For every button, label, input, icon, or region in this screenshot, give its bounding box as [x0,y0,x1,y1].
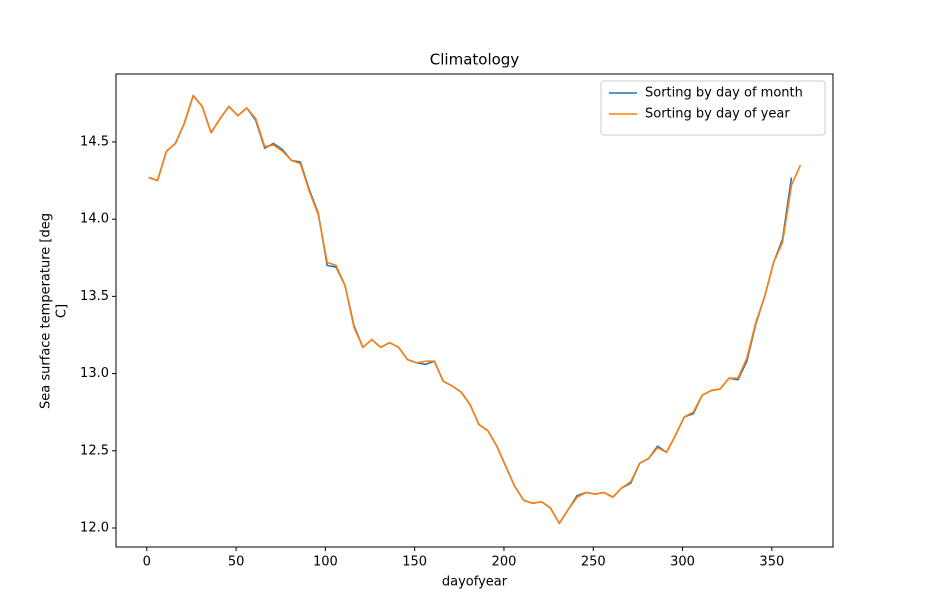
y-tick-label: 14.5 [80,134,109,149]
x-axis-label: dayofyear [442,575,508,590]
y-tick-label: 14.0 [80,212,109,227]
x-tick-label: 150 [402,555,427,570]
chart-title: Climatology [430,51,520,69]
plot-frame [115,73,834,548]
y-tick-label: 13.5 [80,289,109,304]
series-line [148,94,793,525]
x-tick-label: 300 [670,555,695,570]
y-tick-label: 12.5 [80,443,109,458]
x-tick-label: 50 [228,555,245,570]
y-tick-label: 13.0 [80,366,109,381]
x-tick-label: 250 [581,555,606,570]
x-tick-label: 100 [313,555,338,570]
y-tick-label: 12.0 [80,521,109,536]
legend-box [600,80,826,136]
series-line [148,94,802,525]
y-axis-label: Sea surface temperature [deg C] [39,213,70,409]
x-tick-label: 200 [492,555,517,570]
y-axis-label-line: Sea surface temperature [deg [39,213,54,409]
legend-label: Sorting by day of year [645,107,790,122]
legend: Sorting by day of month Sorting by day of… [600,80,826,136]
y-axis-label-line: C] [55,304,70,318]
x-tick-label: 0 [143,555,151,570]
legend-label: Sorting by day of month [645,86,803,101]
x-tick-label: 350 [759,555,784,570]
